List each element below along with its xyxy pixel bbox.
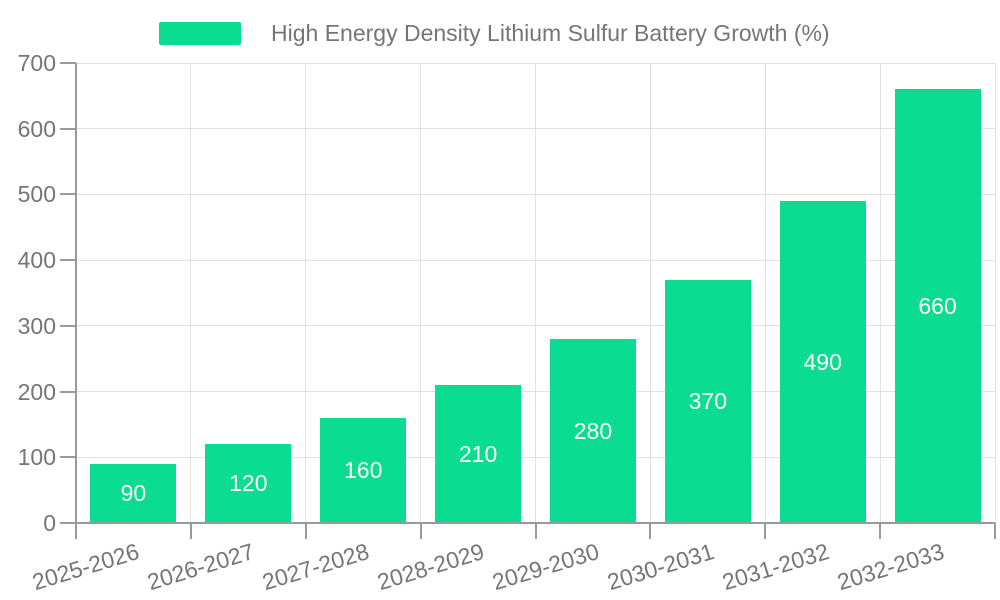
bar[interactable]: 370 — [664, 279, 751, 523]
gridline-v — [649, 63, 651, 523]
x-tick — [534, 523, 537, 539]
x-axis-label: 2025-2026 — [29, 538, 143, 596]
gridline-v — [535, 63, 536, 523]
bar[interactable]: 280 — [549, 339, 636, 523]
bar-value-label: 490 — [803, 348, 842, 375]
y-axis-line — [75, 63, 77, 539]
y-axis-label: 700 — [17, 50, 56, 76]
bar-value-label: 280 — [573, 417, 613, 444]
y-tick — [60, 62, 76, 64]
gridline-v — [305, 63, 307, 523]
bar-value-label: 210 — [458, 440, 498, 467]
y-tick — [60, 324, 76, 327]
y-tick — [60, 259, 76, 262]
x-tick — [764, 523, 767, 539]
x-axis-label: 2030-2031 — [604, 538, 717, 596]
bar-value-label: 90 — [120, 479, 147, 506]
x-tick — [189, 523, 192, 539]
gridline-v — [420, 63, 422, 523]
x-tick — [419, 523, 422, 539]
y-axis-label: 200 — [17, 378, 56, 405]
gridline-v — [879, 63, 881, 523]
y-tick — [60, 193, 76, 196]
gridline-v — [994, 63, 996, 523]
x-tick — [75, 523, 77, 539]
x-axis-label: 2028-2029 — [374, 538, 488, 596]
bar-value-label: 660 — [918, 292, 957, 319]
y-axis-label: 600 — [17, 115, 56, 142]
bar[interactable]: 90 — [90, 463, 177, 523]
y-axis-label: 400 — [17, 247, 56, 274]
x-tick — [649, 523, 652, 539]
y-axis-label: 500 — [17, 181, 56, 208]
y-tick — [60, 127, 76, 130]
x-axis-label: 2026-2027 — [144, 538, 258, 596]
legend-label: High Energy Density Lithium Sulfur Batte… — [271, 20, 830, 46]
bar[interactable]: 160 — [320, 417, 407, 523]
x-tick — [994, 523, 996, 539]
gridline-v — [764, 63, 766, 523]
y-tick — [60, 522, 76, 524]
legend-item[interactable]: High Energy Density Lithium Sulfur Batte… — [159, 20, 830, 46]
y-axis-label: 0 — [43, 510, 56, 536]
bar[interactable]: 490 — [779, 201, 866, 523]
y-tick — [60, 390, 76, 393]
bar-value-label: 120 — [229, 470, 268, 497]
legend-swatch — [159, 21, 241, 45]
x-axis-label: 2027-2028 — [259, 538, 373, 596]
x-axis-label: 2032-2033 — [833, 538, 947, 596]
y-tick — [60, 456, 76, 459]
y-axis-label: 100 — [17, 444, 56, 471]
bar-value-label: 160 — [344, 456, 383, 483]
y-axis-label: 300 — [17, 312, 56, 339]
x-axis-label: 2031-2032 — [718, 538, 832, 596]
bar-value-label: 370 — [688, 387, 727, 414]
bar[interactable]: 120 — [205, 444, 292, 523]
gridline-v — [190, 63, 192, 523]
x-tick — [304, 523, 307, 539]
bar[interactable]: 660 — [894, 89, 981, 523]
bar[interactable]: 210 — [435, 385, 522, 523]
x-axis-label: 2029-2030 — [489, 538, 602, 596]
x-tick — [879, 523, 882, 539]
